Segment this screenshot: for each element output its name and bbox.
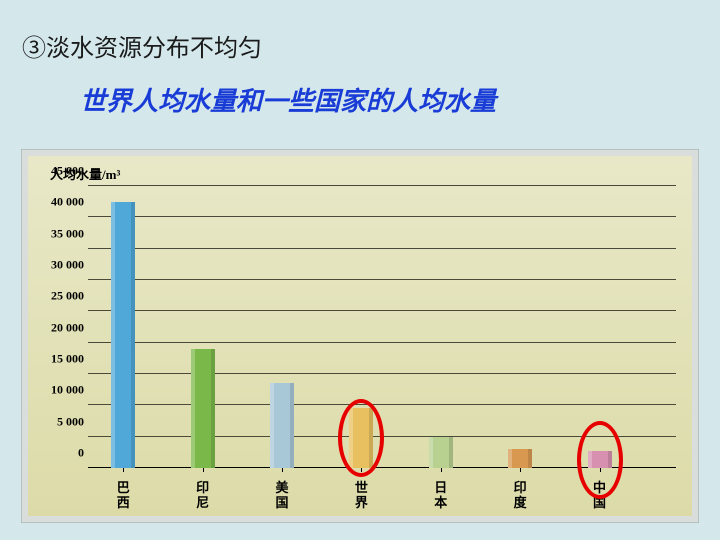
gridline	[88, 185, 676, 186]
chart-plot-background: 人均水量/m³ 05 00010 00015 00020 00025 00030…	[28, 156, 692, 516]
y-tick-label: 35 000	[36, 226, 84, 241]
x-label: 印度	[510, 481, 530, 510]
y-tick-label: 30 000	[36, 258, 84, 273]
y-tick-label: 10 000	[36, 383, 84, 398]
y-tick-label: 20 000	[36, 320, 84, 335]
x-label: 日本	[431, 481, 451, 510]
y-tick-label: 45 000	[36, 164, 84, 179]
gridline	[88, 342, 676, 343]
gridline	[88, 279, 676, 280]
x-label: 美国	[272, 481, 292, 510]
x-tick	[520, 468, 521, 472]
x-label: 巴西	[113, 481, 133, 510]
gridline	[88, 436, 676, 437]
gridline	[88, 216, 676, 217]
bar	[111, 202, 135, 468]
bar	[270, 383, 294, 468]
gridline	[88, 373, 676, 374]
y-tick-label: 15 000	[36, 352, 84, 367]
x-tick	[600, 468, 601, 472]
chart-title: 世界人均水量和一些国家的人均水量	[0, 63, 720, 118]
y-tick-label: 0	[36, 446, 84, 461]
bar	[588, 451, 612, 468]
x-tick	[441, 468, 442, 472]
gridline	[88, 248, 676, 249]
section-heading: ③淡水资源分布不均匀	[0, 0, 720, 63]
x-tick	[282, 468, 283, 472]
y-tick-label: 5 000	[36, 414, 84, 429]
x-label: 世界	[351, 481, 371, 510]
x-label: 中国	[590, 481, 610, 510]
gridline	[88, 404, 676, 405]
x-tick	[203, 468, 204, 472]
bar	[349, 408, 373, 468]
plot-area: 05 00010 00015 00020 00025 00030 00035 0…	[88, 186, 676, 468]
x-tick	[361, 468, 362, 472]
y-tick-label: 40 000	[36, 195, 84, 210]
chart-container: 人均水量/m³ 05 00010 00015 00020 00025 00030…	[22, 150, 698, 522]
x-tick	[123, 468, 124, 472]
bar	[508, 449, 532, 468]
x-label: 印尼	[193, 481, 213, 510]
bar	[191, 349, 215, 468]
bar	[429, 437, 453, 468]
gridline	[88, 310, 676, 311]
y-tick-label: 25 000	[36, 289, 84, 304]
